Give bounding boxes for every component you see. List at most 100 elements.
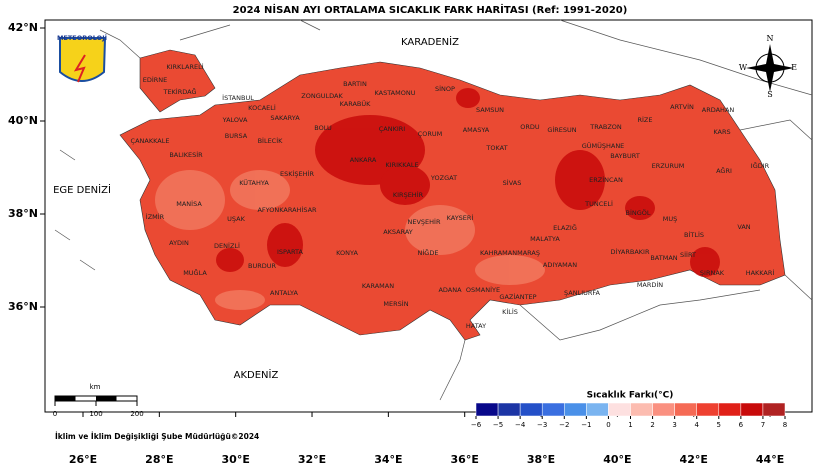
compass-east: E (791, 63, 797, 72)
legend-swatch (630, 402, 653, 417)
province-label: ÇORUM (418, 130, 443, 138)
province-label: KARS (713, 128, 730, 136)
legend-tick-label: −1 (581, 421, 591, 429)
legend-tick-label: −2 (559, 421, 569, 429)
province-label: ELAZIĞ (553, 223, 577, 232)
province-label: TOKAT (485, 144, 507, 152)
province-label: DENİZLİ (214, 241, 240, 250)
province-label: KOCAELİ (248, 103, 276, 112)
turkey-map (119, 49, 786, 341)
province-label: ERZİNCAN (589, 175, 623, 184)
province-label: KONYA (336, 249, 358, 257)
province-label: BURDUR (248, 262, 276, 270)
lon-label: 42°E (680, 453, 708, 466)
province-label: KİLİS (502, 307, 518, 316)
province-label: MUĞLA (183, 268, 207, 277)
logo-text: METEOROLOJİ (57, 33, 107, 42)
province-label: MANİSA (176, 199, 202, 208)
province-label: VAN (737, 223, 750, 231)
province-label: ERZURUM (652, 162, 685, 170)
province-label: BATMAN (650, 254, 677, 262)
legend-swatch (497, 402, 521, 417)
province-label: MERSİN (383, 299, 408, 308)
province-label: ZONGULDAK (301, 92, 343, 100)
province-label: BAYBURT (610, 152, 640, 160)
legend-tick-label: 5 (717, 421, 721, 429)
province-label: SİNOP (435, 84, 455, 93)
legend-tick-label: 2 (650, 421, 654, 429)
province-label: TRABZON (589, 123, 622, 131)
province-label: BİNGÖL (625, 208, 650, 217)
legend-tick-label: 1 (628, 421, 632, 429)
province-label: OSMANİYE (466, 285, 500, 294)
lon-label: 34°E (374, 453, 402, 466)
province-label: KÜTAHYA (239, 178, 269, 187)
sea-label: EGE DENİZİ (53, 183, 111, 196)
province-label: KIRKLARELİ (166, 62, 203, 71)
province-label: KARAMAN (362, 282, 394, 290)
legend-swatch (674, 402, 697, 417)
scale-bar-segment (96, 396, 117, 401)
compass-west: W (739, 63, 748, 72)
province-label: YALOVA (222, 116, 248, 124)
legend-swatch (740, 402, 764, 417)
lat-label: 40°N (8, 114, 38, 127)
province-label: SİİRT (680, 250, 696, 259)
legend-swatch (519, 402, 543, 417)
legend-swatch (762, 402, 786, 417)
province-label: MALATYA (530, 235, 560, 243)
scale-label: 0 (53, 410, 57, 418)
province-label: BİTLİS (684, 230, 704, 239)
map-title: 2024 NİSAN AYI ORTALAMA SICAKLIK FARK HA… (233, 2, 628, 16)
lat-label: 42°N (8, 21, 38, 34)
province-label: NEVŞEHİR (408, 217, 441, 226)
lon-label: 28°E (145, 453, 173, 466)
legend-tick-label: 0 (606, 421, 610, 429)
legend-swatch (608, 402, 631, 417)
province-label: KIRŞEHİR (393, 190, 424, 199)
province-label: RİZE (638, 115, 653, 124)
lat-label: 36°N (8, 300, 38, 313)
province-label: KAHRAMANMARAŞ (480, 249, 540, 257)
province-label: ÇANKIRI (379, 125, 406, 133)
scale-bar-segment (55, 396, 76, 401)
lon-label: 40°E (603, 453, 631, 466)
province-label: İSTANBUL (222, 93, 254, 102)
province-label: AĞRI (716, 166, 732, 175)
province-label: TEKİRDAĞ (162, 87, 196, 96)
legend-tick-label: −5 (493, 421, 503, 429)
legend-tick-label: 6 (739, 421, 744, 429)
legend-title: Sıcaklık Farkı(°C) (587, 391, 674, 401)
province-label: HAKKARİ (746, 268, 775, 277)
legend-tick-label: 8 (783, 421, 787, 429)
lon-label: 32°E (298, 453, 326, 466)
province-label: BOLU (314, 124, 332, 132)
lon-label: 30°E (222, 453, 250, 466)
province-label: KAYSERİ (447, 213, 474, 222)
province-label: AKSARAY (383, 228, 413, 236)
province-label: AYDIN (169, 239, 189, 247)
province-label: ORDU (520, 123, 540, 131)
legend-swatch (564, 402, 587, 417)
scale-unit: km (90, 383, 101, 391)
province-label: MARDİN (637, 280, 663, 289)
legend-swatch (541, 402, 565, 417)
province-label: ŞIRNAK (700, 269, 725, 277)
province-label: ÇANAKKALE (131, 137, 170, 145)
province-label: İZMİR (146, 212, 165, 221)
legend-swatch (718, 402, 742, 417)
legend-tick-label: −6 (471, 421, 482, 429)
legend-swatch (586, 402, 609, 417)
lon-label: 26°E (69, 453, 97, 466)
legend-tick-label: 7 (761, 421, 765, 429)
province-label: TUNCELİ (584, 199, 613, 208)
sea-label: AKDENİZ (234, 368, 279, 381)
province-label: GİRESUN (547, 125, 576, 134)
sea-label: KARADENİZ (401, 35, 459, 48)
province-label: ARDAHAN (702, 106, 735, 114)
compass-rose (746, 44, 794, 92)
province-label: BİLECİK (258, 136, 284, 145)
scale-label: 200 (130, 410, 143, 418)
compass-south: S (767, 90, 772, 99)
